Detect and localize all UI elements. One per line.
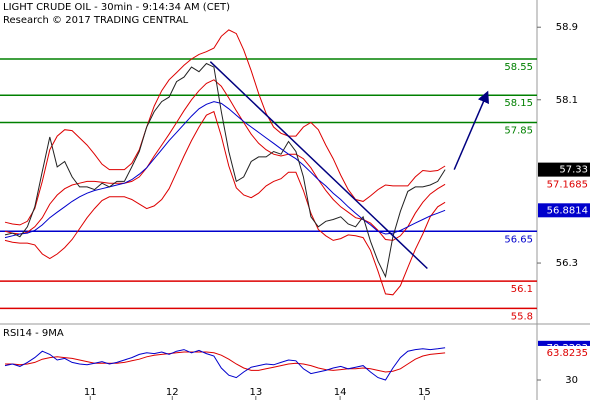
y-tick-label: 30: [565, 375, 578, 386]
level-label: 55.8: [511, 311, 533, 322]
x-tick-label: 11: [84, 387, 97, 398]
level-label: 56.1: [511, 284, 533, 295]
level-label: 57.85: [504, 125, 533, 136]
panel-title: RSI14 - 9MA: [3, 328, 64, 339]
series-line: [4, 347, 446, 381]
series-line: [4, 110, 446, 296]
arrow: [453, 90, 489, 170]
chart-title: LIGHT CRUDE OIL - 30min - 9:14:34 AM (CE…: [3, 2, 230, 13]
x-tick-label: 14: [334, 387, 347, 398]
value-marker-label: 57.33: [559, 165, 588, 176]
value-marker-label: 56.8814: [547, 205, 588, 216]
series-line: [4, 62, 446, 279]
value-marker: [538, 203, 590, 218]
series-line: [4, 29, 446, 226]
y-tick-label: 56.3: [556, 258, 578, 269]
value-marker: [538, 177, 590, 192]
series-line: [5, 351, 446, 373]
y-tick-label: 58.9: [556, 22, 578, 33]
chart-subtitle: Research © 2017 TRADING CENTRAL: [3, 15, 189, 26]
value-marker: [538, 162, 590, 177]
value-marker-label: 63.8235: [547, 348, 588, 359]
series-line: [4, 79, 446, 241]
x-tick-label: 15: [418, 387, 431, 398]
y-tick-label: 58.1: [556, 95, 578, 106]
value-marker-label: 57.1685: [547, 179, 588, 190]
level-label: 58.55: [504, 62, 533, 73]
x-tick-label: 13: [249, 387, 262, 398]
x-tick-label: 12: [166, 387, 179, 398]
series-line: [4, 101, 446, 239]
value-marker: [538, 345, 590, 360]
trend-line: [209, 61, 428, 270]
level-label: 56.65: [504, 234, 533, 245]
level-label: 58.15: [504, 98, 533, 109]
